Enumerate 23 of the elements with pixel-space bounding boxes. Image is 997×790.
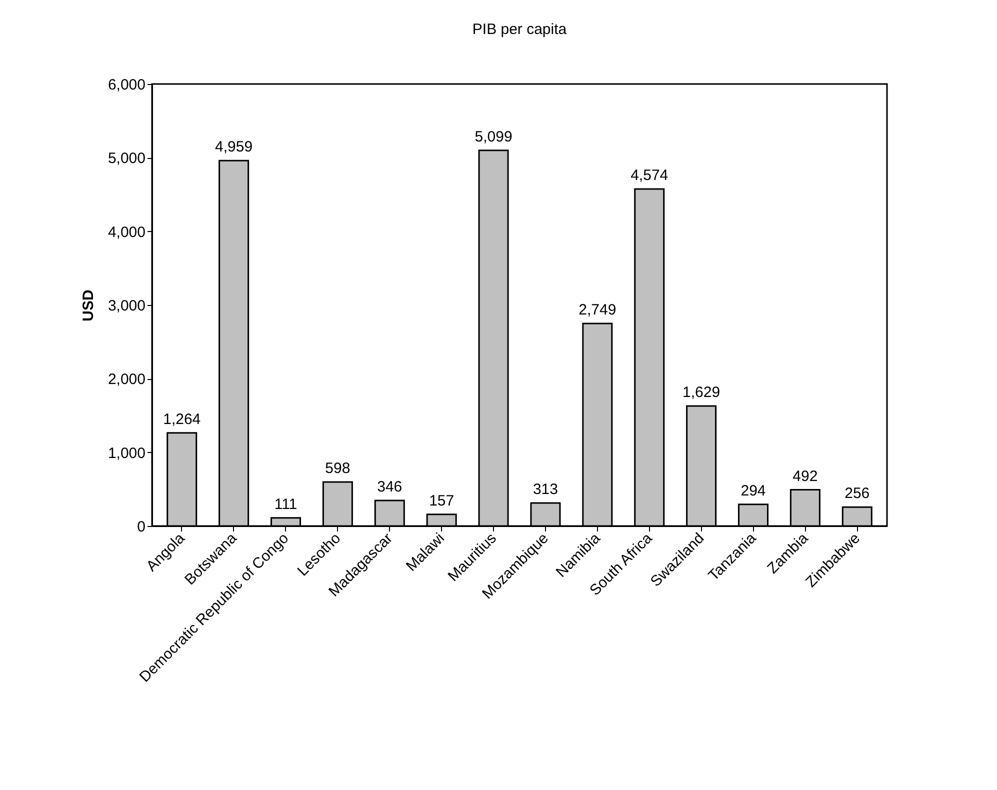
y-tick-label: 1,000 (108, 444, 146, 462)
y-tick-label: 0 (137, 518, 146, 536)
data-label: 294 (740, 482, 766, 500)
chart-title: PIB per capita (472, 21, 568, 38)
data-label: 492 (792, 468, 818, 485)
data-label: 346 (377, 478, 402, 496)
data-label: 5,099 (474, 128, 512, 146)
data-label: 111 (274, 496, 298, 513)
data-label: 4,959 (215, 138, 253, 156)
data-label: 4,574 (630, 167, 668, 184)
data-label: 2,749 (578, 301, 616, 318)
data-label: 256 (844, 485, 870, 502)
data-label: 313 (532, 480, 558, 498)
data-label: 1,629 (682, 384, 720, 401)
y-tick-label: 2,000 (108, 371, 146, 388)
y-tick-label: 5,000 (108, 150, 146, 168)
y-tick-label: 6,000 (108, 76, 146, 94)
data-label: 1,264 (163, 410, 201, 428)
y-tick-label: 3,000 (108, 298, 146, 314)
data-label: 157 (429, 492, 454, 510)
data-label: 598 (325, 460, 350, 477)
y-tick-label: 4,000 (108, 224, 146, 241)
y-axis-title: USD (80, 290, 97, 322)
